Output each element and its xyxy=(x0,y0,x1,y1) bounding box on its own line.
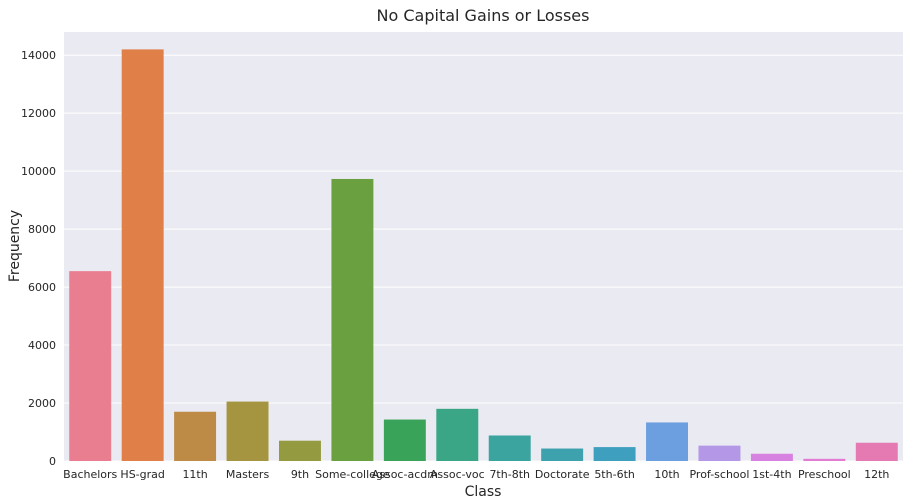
x-tick-label: Bachelors xyxy=(63,468,117,481)
bar-10th xyxy=(646,422,689,461)
y-tick-label: 4000 xyxy=(28,339,56,352)
y-tick-label: 8000 xyxy=(28,223,56,236)
bar-assoc-voc xyxy=(436,408,479,461)
bar-assoc-acdm xyxy=(383,419,426,461)
bar-5th-6th xyxy=(593,447,636,461)
bar-hs-grad xyxy=(121,49,164,461)
x-tick-label: 5th-6th xyxy=(594,468,635,481)
x-tick-label: 12th xyxy=(864,468,889,481)
x-tick-label: Prof-school xyxy=(689,468,749,481)
bar-preschool xyxy=(803,458,846,461)
bar-masters xyxy=(226,401,269,461)
x-tick-label: Assoc-voc xyxy=(430,468,485,481)
y-tick-label: 2000 xyxy=(28,397,56,410)
bar-bachelors xyxy=(69,271,112,461)
x-tick-label: Preschool xyxy=(798,468,851,481)
x-tick-labels: Bachelors HS-grad 11th Masters 9th Some-colle… xyxy=(63,468,889,481)
chart-title: No Capital Gains or Losses xyxy=(377,6,590,25)
y-tick-label: 14000 xyxy=(21,49,56,62)
x-tick-label: Masters xyxy=(226,468,270,481)
gridlines xyxy=(64,54,903,462)
x-tick-label: 1st-4th xyxy=(752,468,791,481)
x-tick-label: 9th xyxy=(291,468,309,481)
y-tick-label: 0 xyxy=(49,455,56,468)
x-tick-label: 10th xyxy=(654,468,679,481)
bar-1st-4th xyxy=(750,453,793,461)
x-tick-label: Assoc-acdm xyxy=(372,468,438,481)
bar-doctorate xyxy=(541,448,584,461)
y-tick-labels: 0 2000 4000 6000 8000 10000 12000 14000 xyxy=(21,49,56,468)
x-tick-label: HS-grad xyxy=(120,468,164,481)
x-tick-label: Some-college xyxy=(315,468,390,481)
bar-11th xyxy=(174,411,217,461)
bar-prof-school xyxy=(698,445,741,461)
plot-area xyxy=(64,32,903,461)
y-tick-label: 10000 xyxy=(21,165,56,178)
bar-some-college xyxy=(331,178,374,461)
y-tick-label: 6000 xyxy=(28,281,56,294)
bars xyxy=(69,49,898,461)
bar-7th-8th xyxy=(488,435,531,461)
x-tick-label: 11th xyxy=(182,468,207,481)
x-axis-title: Class xyxy=(465,484,502,500)
y-axis-title: Frequency xyxy=(7,210,23,282)
x-tick-label: Doctorate xyxy=(535,468,590,481)
bar-9th xyxy=(278,440,321,461)
x-tick-label: 7th-8th xyxy=(489,468,530,481)
y-tick-label: 12000 xyxy=(21,107,56,120)
bar-12th xyxy=(855,442,898,461)
